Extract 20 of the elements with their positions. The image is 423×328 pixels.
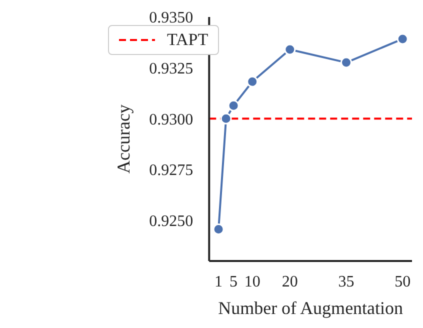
y-tick-label: 0.9350 <box>149 10 194 27</box>
x-tick-label: 50 <box>394 273 411 290</box>
point <box>284 44 296 56</box>
x-tick-label: 1 <box>214 273 223 290</box>
x-tick-label: 5 <box>230 273 238 290</box>
point <box>340 56 352 68</box>
y-tick-label: 0.9275 <box>149 162 194 180</box>
legend-label: TAPT <box>167 30 208 50</box>
y-tick-label: 0.9325 <box>149 60 194 78</box>
x-tick-label: 35 <box>338 273 354 290</box>
point <box>228 100 240 112</box>
point <box>396 33 408 45</box>
y-axis-title: Accuracy <box>114 104 134 174</box>
x-tick-label: 10 <box>244 273 260 290</box>
x-axis-title: Number of Augmentation <box>218 298 404 318</box>
point <box>246 76 258 88</box>
y-tick-label: 0.9250 <box>149 213 194 230</box>
point <box>220 112 232 124</box>
y-tick-label: 0.9300 <box>149 111 194 128</box>
x-tick-label: 20 <box>282 273 298 290</box>
